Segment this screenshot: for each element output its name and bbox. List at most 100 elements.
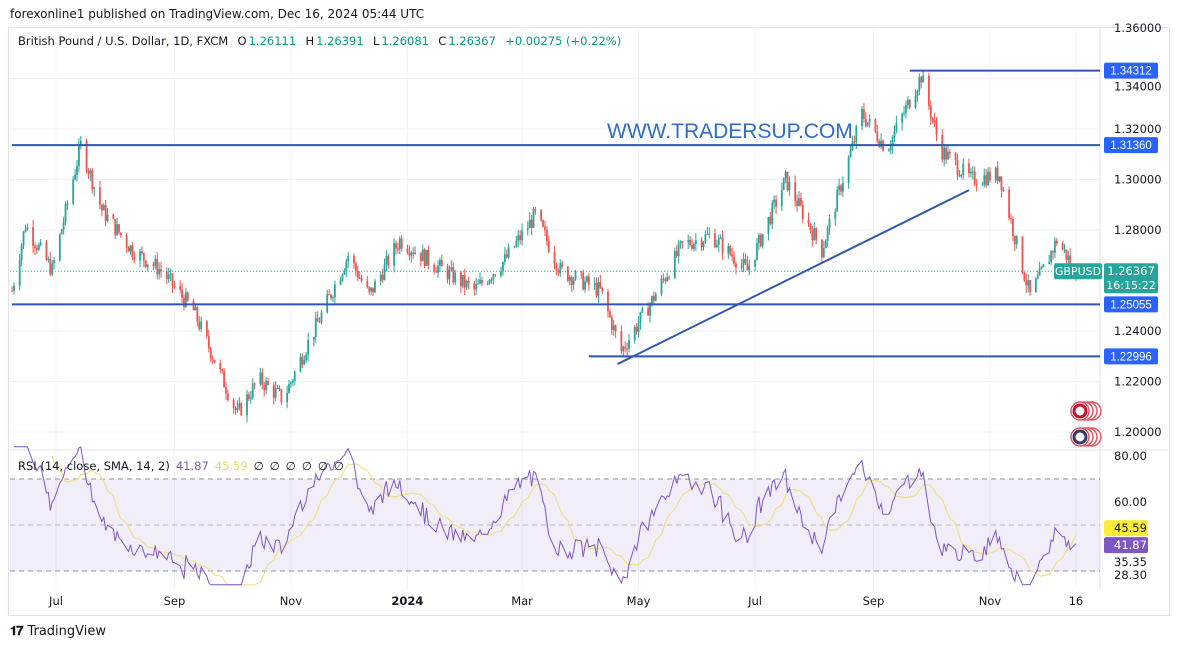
candle-body xyxy=(788,182,791,191)
open-value: 1.26111 xyxy=(248,34,297,48)
candle-body xyxy=(635,326,638,332)
candle-body xyxy=(507,247,510,258)
candle-body xyxy=(933,120,936,123)
rsi-tag xyxy=(1104,537,1148,554)
candle-body xyxy=(620,331,623,352)
candle-body xyxy=(601,287,604,292)
candle-body xyxy=(20,245,23,261)
candle-body xyxy=(393,243,395,266)
candle-body xyxy=(813,228,816,241)
time-tick-label: Nov xyxy=(979,594,1002,608)
candle-body xyxy=(318,321,321,323)
candle-body xyxy=(731,254,734,257)
candle-body xyxy=(372,287,374,293)
candle-body xyxy=(236,407,239,410)
candle-body xyxy=(568,277,571,281)
candle-body xyxy=(446,266,449,280)
candle-body xyxy=(889,146,892,151)
candle-body xyxy=(34,245,36,248)
candle-body xyxy=(593,283,596,285)
rsi-sma-value: 45.59 xyxy=(214,459,248,473)
candle-body xyxy=(687,239,690,243)
candle-body xyxy=(721,237,724,254)
time-tick-label: Mar xyxy=(511,594,533,608)
candle-body xyxy=(385,256,388,265)
na-value: ∅ xyxy=(269,459,280,473)
candle-body xyxy=(570,277,573,285)
candle-body xyxy=(183,297,185,307)
candle-body xyxy=(580,271,583,273)
candle-body xyxy=(555,264,558,271)
candle-body xyxy=(467,280,470,284)
candle-body xyxy=(463,275,466,288)
candle-body xyxy=(503,254,506,263)
price-tick-label: 1.30000 xyxy=(1114,173,1162,187)
candle-body xyxy=(639,312,642,324)
candle-body xyxy=(112,214,115,220)
candle-body xyxy=(574,271,577,280)
candle-body xyxy=(423,249,426,266)
candle-body xyxy=(905,104,907,114)
candle-body xyxy=(328,294,331,296)
candle-body xyxy=(599,282,602,288)
candle-body xyxy=(301,357,304,365)
candle-body xyxy=(694,240,697,244)
candle-body xyxy=(969,171,972,174)
candle-body xyxy=(526,228,529,231)
candle-body xyxy=(125,235,128,248)
candle-body xyxy=(45,242,48,260)
candle-body xyxy=(106,214,109,221)
candle-body xyxy=(847,157,850,183)
rsi-legend: RSI (14, close, SMA, 14, 2) 41.87 45.59 ∅ ∅ ∅… xyxy=(18,459,344,473)
candle-body xyxy=(253,383,256,385)
candle-body xyxy=(842,182,844,192)
candle-body xyxy=(609,311,611,317)
candle-body xyxy=(811,230,814,241)
candle-body xyxy=(824,240,827,249)
candle-body xyxy=(1008,189,1010,218)
candle-body xyxy=(398,238,401,250)
candle-body xyxy=(1034,278,1037,293)
level-price-tag xyxy=(1104,137,1158,154)
last-price-tag xyxy=(1104,263,1158,294)
candle-body xyxy=(213,359,216,363)
candle-body xyxy=(440,259,443,267)
candle-body xyxy=(866,122,869,126)
na-value: ∅ xyxy=(317,459,328,473)
candle-body xyxy=(353,255,355,264)
rsi-tick-label: 60.00 xyxy=(1114,495,1147,509)
candle-body xyxy=(834,211,837,219)
candle-body xyxy=(612,325,615,331)
candle-body xyxy=(49,259,52,275)
candle-body xyxy=(461,275,464,287)
candle-body xyxy=(595,283,598,296)
candle-body xyxy=(719,237,722,239)
candle-body xyxy=(586,276,588,282)
candle-body xyxy=(807,219,810,224)
drawings: 1.34312 1.31360 1.25055 1.22996 GBPUSD 1.2636… xyxy=(10,62,1158,447)
publish-info: forexonline1 published on TradingView.co… xyxy=(10,7,425,21)
watermark: WWW.TRADERSUP.COM xyxy=(607,120,853,143)
candle-body xyxy=(194,307,197,311)
candle-body xyxy=(962,163,965,175)
candle-body xyxy=(79,140,82,146)
na-value: ∅ xyxy=(253,459,264,473)
candle-body xyxy=(559,263,562,273)
candle-body xyxy=(500,271,502,276)
candle-body xyxy=(99,187,101,205)
candle-body xyxy=(973,171,976,185)
candle-body xyxy=(475,284,478,290)
candle-body xyxy=(662,278,665,280)
candle-body xyxy=(299,357,302,372)
tradingview-brand[interactable]: 𝟏𝟕 TradingView xyxy=(10,624,106,639)
candle-body xyxy=(1069,255,1072,265)
candle-body xyxy=(227,393,229,400)
candle-body xyxy=(587,276,590,285)
time-tick-label: Jul xyxy=(48,594,63,608)
us-flag-icon xyxy=(1072,429,1088,445)
candle-body xyxy=(782,177,785,190)
candle-body xyxy=(759,234,762,247)
candle-body xyxy=(855,126,858,142)
